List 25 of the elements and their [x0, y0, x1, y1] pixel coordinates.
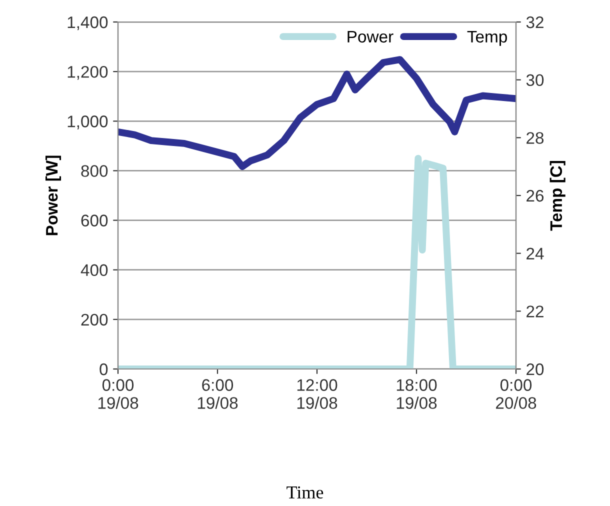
x-axis-title: Time	[286, 486, 324, 499]
y-tick-label: 0	[100, 363, 108, 376]
x-tick-label: 0:00 19/08	[98, 379, 138, 409]
y-tick-label: 1,200	[68, 66, 108, 80]
y-tick-label: 200	[81, 314, 108, 326]
y2-tick-label: 22	[526, 306, 544, 318]
y2-tick-label: 20	[526, 363, 544, 376]
x-tick-label: 0:00 20/08	[496, 379, 536, 409]
x-tick-label: 12:00 19/08	[297, 379, 338, 409]
y2-axis-title: Temp [C]	[550, 160, 566, 231]
y-tick-label: 800	[81, 165, 108, 177]
y2-tick-label: 24	[526, 248, 544, 260]
y-tick-label: 600	[81, 214, 108, 226]
y-tick-label: 1,000	[68, 116, 108, 130]
x-tick-label: 6:00 19/08	[198, 379, 238, 409]
legend-label: Power	[348, 30, 394, 43]
y-axis-title: Power [W]	[45, 156, 62, 236]
x-tick-label: 18:00 19/08	[396, 379, 437, 409]
y2-tick-label: 26	[526, 190, 544, 202]
y2-tick-label: 32	[526, 16, 544, 28]
y2-tick-label: 28	[526, 132, 544, 144]
y-tick-label: 400	[80, 264, 108, 276]
y2-tick-label: 30	[526, 74, 544, 86]
y-tick-label: 1,400	[68, 16, 108, 30]
legend-label: Temp	[467, 30, 507, 46]
